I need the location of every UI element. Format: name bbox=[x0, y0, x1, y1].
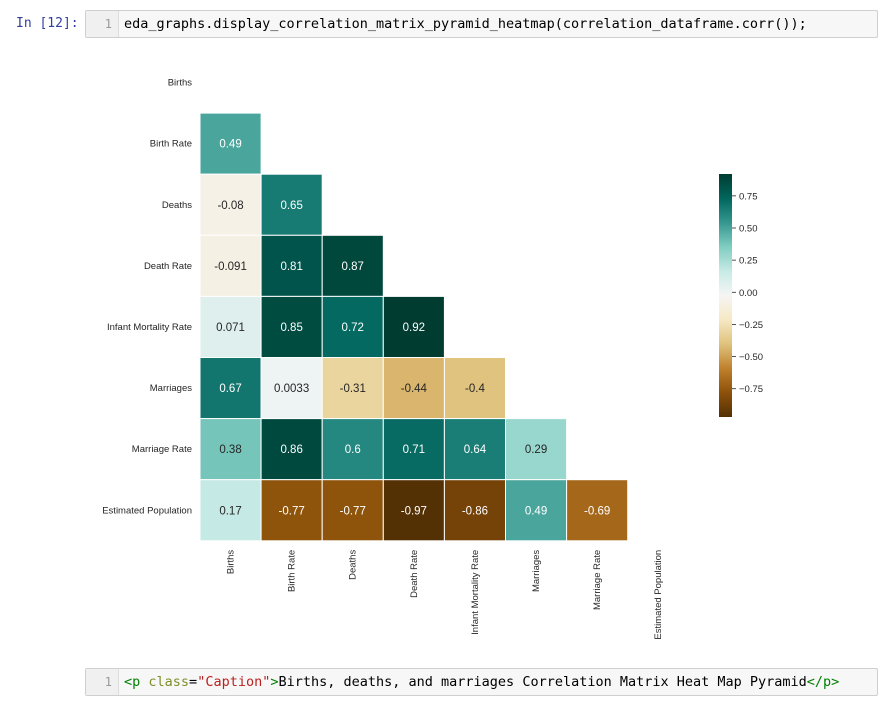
line-number: 1 bbox=[104, 17, 112, 31]
cell-value-label: -0.97 bbox=[401, 505, 427, 517]
y-tick-label: Marriages bbox=[150, 383, 192, 394]
html-attr-equals: = bbox=[189, 674, 198, 690]
cell-value-label: 0.29 bbox=[525, 444, 547, 456]
colorbar bbox=[719, 174, 732, 417]
cell-value-label: -0.77 bbox=[279, 505, 305, 517]
y-tick-label: Infant Mortality Rate bbox=[107, 322, 192, 333]
heatmap-cell bbox=[260, 357, 323, 420]
heatmap-cell bbox=[443, 479, 506, 542]
heatmap-cell bbox=[382, 295, 445, 358]
cell-value-label: 0.92 bbox=[403, 322, 425, 334]
html-tag-open: <p bbox=[124, 674, 141, 690]
y-tick-label: Death Rate bbox=[144, 261, 192, 272]
heatmap-cell bbox=[443, 418, 506, 481]
heatmap-cell bbox=[321, 357, 384, 420]
cell-value-label: 0.071 bbox=[216, 322, 245, 334]
x-tick-label: Births bbox=[226, 550, 237, 575]
colorbar-tick-label: −0.75 bbox=[739, 384, 763, 395]
heatmap-cell bbox=[260, 479, 323, 542]
code-cell-input[interactable]: 1 eda_graphs.display_correlation_matrix_… bbox=[85, 10, 878, 38]
html-tag-close: </p> bbox=[806, 674, 840, 690]
cell-value-label: 0.67 bbox=[219, 383, 241, 395]
x-tick-label: Deaths bbox=[348, 550, 359, 580]
heatmap-cell bbox=[199, 234, 262, 297]
x-tick-label: Infant Mortality Rate bbox=[470, 550, 481, 635]
heatmap-cell bbox=[321, 418, 384, 481]
heatmap-cell bbox=[321, 479, 384, 542]
cell-prompt: In [12]: bbox=[16, 16, 79, 31]
caption-text: Births, deaths, and marriages Correlatio… bbox=[278, 674, 807, 690]
cell-value-label: 0.6 bbox=[345, 444, 361, 456]
cell-value-label: 0.65 bbox=[280, 200, 302, 212]
y-tick-label: Birth Rate bbox=[150, 139, 192, 150]
correlation-heatmap: 0.49 -0.08 0.65 -0.091 0.81 0.87 0.071 0.85 0.72… bbox=[102, 78, 763, 640]
heatmap-cell bbox=[382, 418, 445, 481]
y-tick-label: Marriage Rate bbox=[132, 444, 192, 455]
heatmap-cell bbox=[566, 479, 629, 542]
colorbar-tick-label: 0.00 bbox=[739, 288, 758, 299]
cell-value-label: 0.17 bbox=[219, 505, 241, 517]
markdown-cell-input[interactable]: 1 <p class="Caption">Births, deaths, and… bbox=[85, 668, 878, 696]
heatmap-cell bbox=[382, 357, 445, 420]
html-attr-value: "Caption" bbox=[197, 674, 271, 690]
html-tag-open-end: > bbox=[270, 674, 279, 690]
cell-value-label: -0.44 bbox=[401, 383, 428, 395]
y-tick-label: Estimated Population bbox=[102, 505, 192, 516]
cell-value-label: 0.81 bbox=[280, 261, 302, 273]
cell-value-label: 0.49 bbox=[525, 505, 547, 517]
heatmap-cell bbox=[260, 234, 323, 297]
x-tick-label: Birth Rate bbox=[287, 550, 298, 592]
cell-value-label: 0.49 bbox=[219, 139, 241, 151]
x-tick-label: Marriages bbox=[531, 550, 542, 592]
colorbar-tick-label: 0.25 bbox=[739, 256, 758, 267]
cell-value-label: -0.31 bbox=[340, 383, 366, 395]
cell-value-label: -0.69 bbox=[584, 505, 610, 517]
cell-value-label: 0.0033 bbox=[274, 383, 309, 395]
y-tick-label: Deaths bbox=[162, 200, 192, 211]
heatmap-cell bbox=[199, 112, 262, 175]
heatmap-cell bbox=[321, 295, 384, 358]
x-tick-label: Death Rate bbox=[409, 550, 420, 598]
html-attr-name: class bbox=[148, 674, 190, 690]
cell-value-label: -0.4 bbox=[465, 383, 485, 395]
heatmap-cell bbox=[505, 418, 568, 481]
line-number: 1 bbox=[104, 675, 112, 689]
cell-value-label: 0.72 bbox=[342, 322, 364, 334]
cell-value-label: 0.71 bbox=[403, 444, 425, 456]
code-line[interactable]: eda_graphs.display_correlation_matrix_py… bbox=[124, 16, 807, 32]
heatmap-cell bbox=[260, 173, 323, 236]
heatmap-cell bbox=[199, 479, 262, 542]
heatmap-cell bbox=[321, 234, 384, 297]
cell-value-label: -0.86 bbox=[462, 505, 488, 517]
line-gutter bbox=[86, 11, 119, 37]
colorbar-tick-label: 0.50 bbox=[739, 224, 758, 235]
cell-value-label: -0.08 bbox=[217, 200, 243, 212]
heatmap-cell bbox=[199, 357, 262, 420]
code-line[interactable]: <p class="Caption">Births, deaths, and m… bbox=[124, 674, 839, 690]
colorbar-tick-label: 0.75 bbox=[739, 191, 758, 202]
cell-value-label: 0.64 bbox=[464, 444, 487, 456]
colorbar-tick-label: −0.50 bbox=[739, 352, 763, 363]
line-gutter bbox=[86, 669, 119, 695]
cell-value-label: 0.38 bbox=[219, 444, 241, 456]
cell-value-label: 0.86 bbox=[280, 444, 302, 456]
colorbar-tick-label: −0.25 bbox=[739, 320, 763, 331]
y-tick-label: Births bbox=[168, 78, 193, 89]
cell-value-label: 0.87 bbox=[342, 261, 364, 273]
x-tick-label: Marriage Rate bbox=[592, 550, 603, 610]
x-tick-label: Estimated Population bbox=[653, 550, 664, 640]
cell-value-label: -0.091 bbox=[214, 261, 247, 273]
cell-value-label: -0.77 bbox=[340, 505, 366, 517]
cell-value-label: 0.85 bbox=[280, 322, 302, 334]
